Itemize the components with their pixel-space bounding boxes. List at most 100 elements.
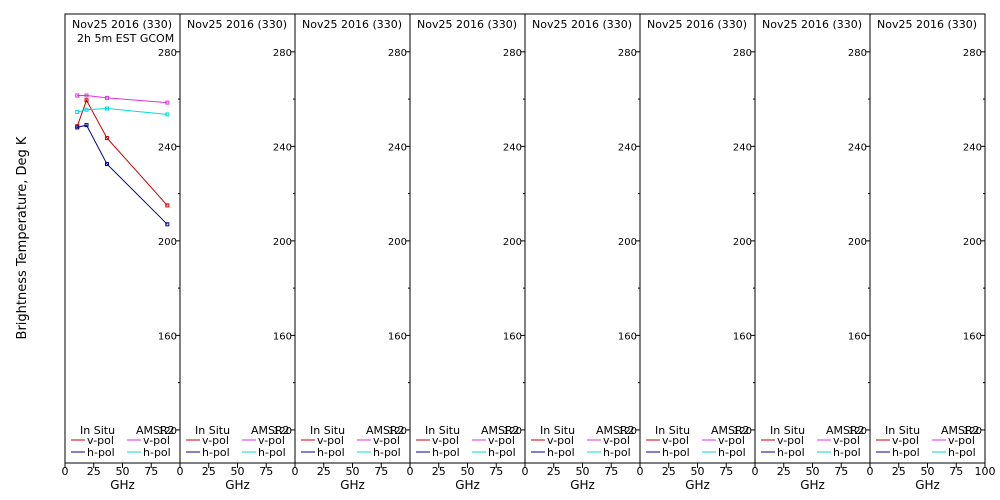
legend-label-insitu_h: h-pol [87, 446, 115, 459]
y-tick-label: 240 [158, 142, 177, 153]
x-tick-label: 25 [317, 465, 331, 478]
legend-amsr2-heading: AMSR2 [941, 424, 980, 437]
y-tick-label: 280 [848, 48, 867, 59]
y-tick-label: 280 [273, 48, 292, 59]
y-tick-label: 160 [848, 331, 867, 342]
x-axis-label: GHz [685, 478, 710, 492]
y-tick-label: 200 [733, 237, 752, 248]
series-point-insitu_h [165, 222, 170, 227]
legend-label-amsr2_h: h-pol [143, 446, 171, 459]
legend-label-insitu_h: h-pol [777, 446, 805, 459]
y-tick-label: 200 [158, 237, 177, 248]
x-tick-label: 0 [177, 465, 184, 478]
series-point-insitu_h [104, 162, 109, 167]
y-tick-label: 240 [733, 142, 752, 153]
series-point-insitu_v [84, 98, 89, 103]
x-axis-label: GHz [570, 478, 595, 492]
x-tick-label: 50 [576, 465, 590, 478]
legend-label-amsr2_v: v-pol [833, 434, 860, 447]
y-tick-label: 280 [388, 48, 407, 59]
legend-label-insitu_h: h-pol [547, 446, 575, 459]
legend-label-amsr2_h: h-pol [948, 446, 976, 459]
x-tick-label: 0 [407, 465, 414, 478]
legend-amsr2-heading: AMSR2 [366, 424, 405, 437]
x-tick-label: 0 [62, 465, 69, 478]
legend-in-situ-heading: In Situ [540, 424, 575, 437]
y-tick-label: 160 [733, 331, 752, 342]
panel-title: Nov25 2016 (330) [647, 18, 747, 31]
legend-label-insitu_h: h-pol [662, 446, 690, 459]
series-point-amsr2_h [75, 110, 80, 115]
panel-8: Nov25 2016 (330) 120 160 200 240 280 0 25 50 75 10… [867, 13, 996, 492]
panel-title: Nov25 2016 (330) [877, 18, 977, 31]
series-point-insitu_h [75, 125, 80, 130]
legend-in-situ-heading: In Situ [310, 424, 345, 437]
y-tick-label: 200 [503, 237, 522, 248]
y-tick-label: 160 [158, 331, 177, 342]
y-tick-label: 240 [848, 142, 867, 153]
y-tick-label: 200 [273, 237, 292, 248]
x-axis-label: GHz [110, 478, 135, 492]
legend-label-insitu_v: v-pol [87, 434, 114, 447]
x-tick-label: 50 [691, 465, 705, 478]
x-axis-label: GHz [800, 478, 825, 492]
x-tick-label: 100 [975, 465, 996, 478]
y-tick-label: 120 [158, 426, 177, 437]
x-tick-label: 75 [604, 465, 618, 478]
y-tick-label: 160 [503, 331, 522, 342]
legend-label-insitu_h: h-pol [202, 446, 230, 459]
legend-label-amsr2_v: v-pol [948, 434, 975, 447]
legend-amsr2-heading: AMSR2 [481, 424, 520, 437]
panel-4: Nov25 2016 (330) 120 160 200 240 280 0 25 50 75 GH… [407, 13, 526, 492]
legend-label-amsr2_h: h-pol [373, 446, 401, 459]
y-tick-label: 240 [388, 142, 407, 153]
panel-title: Nov25 2016 (330) [187, 18, 287, 31]
legend-label-amsr2_h: h-pol [603, 446, 631, 459]
series-point-amsr2_v [104, 95, 109, 100]
y-tick-label: 120 [388, 426, 407, 437]
legend-label-amsr2_h: h-pol [258, 446, 286, 459]
y-tick-label: 120 [733, 426, 752, 437]
y-tick-label: 240 [503, 142, 522, 153]
y-tick-label: 120 [848, 426, 867, 437]
y-tick-label: 280 [618, 48, 637, 59]
x-tick-label: 0 [752, 465, 759, 478]
series-point-amsr2_v [75, 93, 80, 98]
panel-title: Nov25 2016 (330) [532, 18, 632, 31]
x-tick-label: 25 [547, 465, 561, 478]
series-line-insitu_h [77, 124, 168, 225]
x-tick-label: 25 [892, 465, 906, 478]
panel-title: Nov25 2016 (330) [762, 18, 862, 31]
y-tick-label: 160 [963, 331, 982, 342]
x-tick-label: 75 [374, 465, 388, 478]
legend-amsr2-heading: AMSR2 [596, 424, 635, 437]
series-point-insitu_v [104, 136, 109, 141]
legend-in-situ-heading: In Situ [425, 424, 460, 437]
x-axis-label: GHz [455, 478, 480, 492]
x-tick-label: 0 [292, 465, 299, 478]
legend-amsr2-heading: AMSR2 [136, 424, 175, 437]
panel-6: Nov25 2016 (330) 120 160 200 240 280 0 25 50 75 GH… [637, 13, 756, 492]
y-tick-label: 200 [848, 237, 867, 248]
series-line-amsr2_h [77, 107, 168, 115]
legend-label-insitu_h: h-pol [317, 446, 345, 459]
y-tick-label: 120 [503, 426, 522, 437]
legend-label-insitu_v: v-pol [432, 434, 459, 447]
y-tick-label: 240 [273, 142, 292, 153]
legend-label-amsr2_v: v-pol [373, 434, 400, 447]
legend-in-situ-heading: In Situ [195, 424, 230, 437]
panel-title: Nov25 2016 (330) [417, 18, 517, 31]
y-tick-label: 200 [618, 237, 637, 248]
y-tick-label: 280 [733, 48, 752, 59]
x-tick-label: 0 [867, 465, 874, 478]
series-point-amsr2_v [165, 100, 170, 105]
x-tick-label: 50 [231, 465, 245, 478]
series-point-insitu_v [165, 203, 170, 208]
x-tick-label: 75 [144, 465, 158, 478]
x-tick-label: 50 [921, 465, 935, 478]
x-tick-label: 0 [637, 465, 644, 478]
legend-label-insitu_v: v-pol [317, 434, 344, 447]
x-tick-label: 75 [834, 465, 848, 478]
series-point-insitu_h [84, 123, 89, 128]
